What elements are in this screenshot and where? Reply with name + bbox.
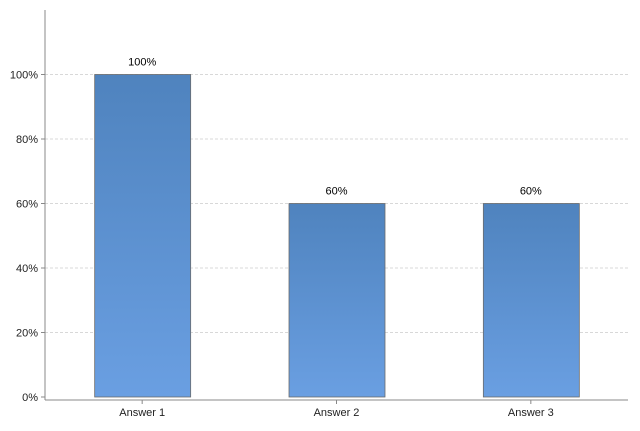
x-tick-label: Answer 3 [508,407,554,419]
x-tick-label: Answer 1 [119,407,165,419]
labels: 0% 20% 40% 60% 80% 100% 100% Answer 1 60% Answer … [10,57,554,420]
y-tick-label: 80% [16,134,38,146]
y-tick-label: 100% [10,70,38,82]
bar-value-label: 60% [520,186,542,198]
bars [94,74,580,398]
bar [94,74,192,398]
bar-value-label: 60% [325,186,347,198]
x-tick-label: Answer 2 [314,407,360,419]
y-tick-label: 20% [16,328,38,340]
bar [482,203,580,398]
y-tick-label: 60% [16,199,38,211]
y-tick-label: 0% [22,392,38,404]
y-tick-label: 40% [16,263,38,275]
axes [41,10,628,404]
bar [288,203,386,398]
bar-value-label: 100% [128,57,156,69]
